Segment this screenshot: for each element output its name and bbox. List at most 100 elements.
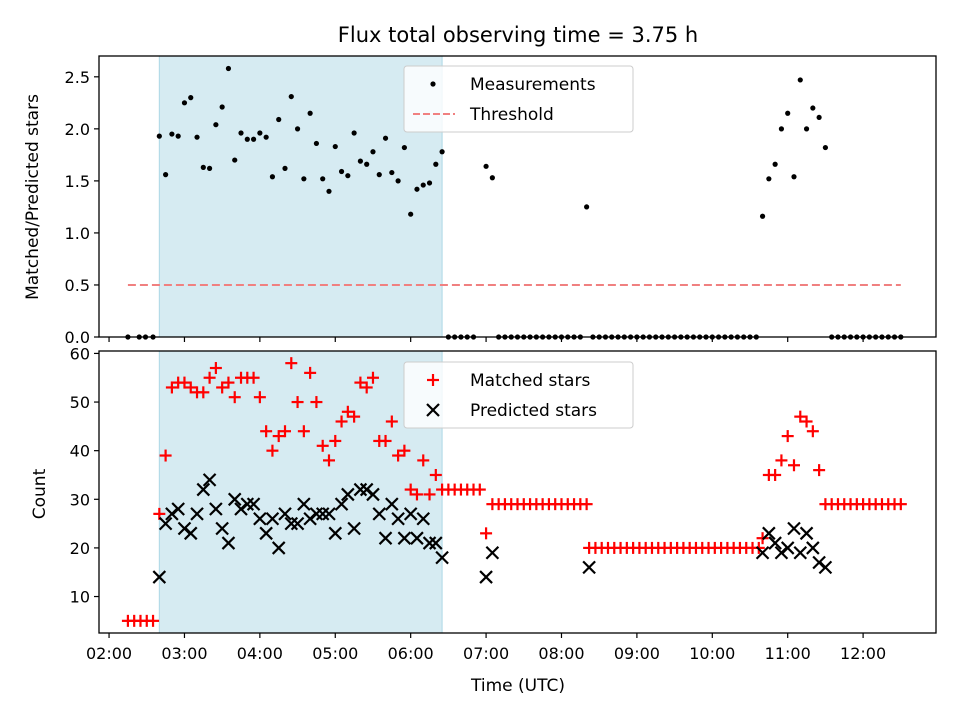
matched-star-point <box>769 468 782 481</box>
predicted-star-point <box>378 531 393 545</box>
bottom-plot-data <box>121 357 907 627</box>
bottom-y-label: Count <box>30 468 50 519</box>
predicted-star-point <box>806 541 820 555</box>
measurement-point <box>791 174 797 180</box>
measurement-point <box>175 133 181 139</box>
matched-star-point <box>398 444 411 457</box>
measurement-point <box>797 77 803 83</box>
measurement-point <box>188 95 194 101</box>
measurement-point <box>584 204 590 210</box>
measurement-point <box>364 161 370 167</box>
measurement-point <box>489 175 495 181</box>
y-tick-label: 40 <box>70 442 90 461</box>
measurement-point <box>414 186 420 192</box>
predicted-star-point <box>416 511 431 526</box>
measurement-point <box>376 172 382 178</box>
measurement-point <box>313 140 320 147</box>
measurement-point <box>766 176 772 182</box>
measurement-point <box>382 135 389 141</box>
measurement-point <box>357 158 364 164</box>
matched-star-point <box>291 396 304 409</box>
shaded-interval <box>158 55 443 338</box>
matched-star-point <box>316 439 329 452</box>
matched-star-point <box>222 376 235 389</box>
matched-star-point <box>279 425 291 438</box>
matched-star-point <box>304 366 317 379</box>
x-tick-label: 05:00 <box>312 644 358 663</box>
measurement-point <box>257 130 263 136</box>
predicted-star-point <box>435 550 449 565</box>
predicted-star-point <box>290 516 305 531</box>
measurement-point <box>163 172 169 178</box>
matched-legend-marker <box>427 374 439 386</box>
matched-star-point <box>253 391 266 404</box>
measurement-point <box>351 130 357 136</box>
bottom-y-axis: 10 20 30 40 50 60 <box>70 344 99 607</box>
matched-star-point <box>335 415 348 428</box>
measurement-point <box>206 165 213 171</box>
bottom-legend: Matched stars Predicted stars <box>403 361 634 429</box>
matched-star-point <box>429 468 442 481</box>
measurement-point <box>408 211 414 217</box>
predicted-star-point <box>347 521 361 536</box>
predicted-star-point <box>780 541 795 555</box>
matched-star-point <box>297 425 310 438</box>
measurement-point <box>778 126 785 132</box>
y-tick-label: 30 <box>70 490 90 509</box>
y-tick-label: 0.5 <box>65 276 90 295</box>
matched-star-point <box>392 449 405 462</box>
predicted-star-point <box>322 507 336 521</box>
bottom-panel: 10 20 30 40 50 60 02:00 03:00 04:00 05:00 06:00 07… <box>30 344 937 696</box>
legend-threshold: Threshold <box>469 105 554 125</box>
matched-star-point <box>310 396 323 409</box>
predicted-star-point <box>385 497 399 511</box>
matched-star-point <box>203 371 216 384</box>
predicted-star-point <box>768 536 782 550</box>
measurement-point <box>395 178 401 184</box>
measurement-point <box>250 136 257 142</box>
predicted-star-point <box>309 507 324 521</box>
matched-star-point <box>272 430 285 443</box>
predicted-star-point <box>793 545 808 560</box>
measurement-point <box>326 188 332 194</box>
measurement-point <box>232 157 238 163</box>
y-tick-label: 1.0 <box>65 224 90 243</box>
measurement-point <box>263 134 269 140</box>
measurement-point <box>200 164 206 170</box>
measurement-point <box>772 161 778 167</box>
measurement-point <box>282 165 288 171</box>
top-y-label: Matched/Predicted stars <box>23 94 43 300</box>
matched-star-point <box>322 454 335 467</box>
measurement-point <box>269 174 276 180</box>
predicted-star-point <box>762 526 776 541</box>
bottom-legend-box <box>403 361 634 429</box>
measurement-point <box>822 144 829 151</box>
predicted-star-point <box>422 536 437 550</box>
x-tick-label: 06:00 <box>388 644 434 663</box>
measurement-point <box>219 104 225 110</box>
matched-star-point <box>417 454 430 467</box>
predicted-star-point <box>190 507 204 521</box>
measurement-point <box>803 126 810 132</box>
predicted-star-point <box>183 526 198 541</box>
matched-star-point <box>404 483 417 496</box>
predicted-star-point <box>246 497 261 511</box>
matched-star-point <box>228 391 241 404</box>
x-tick-label: 08:00 <box>538 644 584 663</box>
x-tick-label: 03:00 <box>161 644 207 663</box>
matched-star-point <box>348 410 361 423</box>
matched-star-point <box>341 405 354 418</box>
chart-title: Flux total observing time = 3.75 h <box>338 23 698 47</box>
x-tick-label: 02:00 <box>86 644 132 663</box>
matched-star-point <box>794 410 807 423</box>
predicted-star-point <box>158 516 173 531</box>
measurement-point <box>401 144 407 151</box>
measurement-point <box>332 143 338 150</box>
measurement-point <box>420 182 426 188</box>
measurement-point <box>483 163 489 169</box>
measurement-point <box>213 122 219 128</box>
predicted-star-point <box>799 526 814 541</box>
predicted-star-point <box>403 507 418 521</box>
matched-star-point <box>153 507 166 520</box>
